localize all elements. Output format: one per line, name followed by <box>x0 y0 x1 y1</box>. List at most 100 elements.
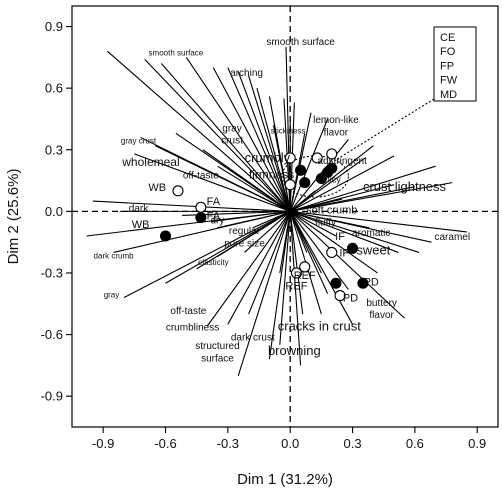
variable-label-14: juicy <box>322 175 342 185</box>
loading-vector-14 <box>273 125 291 212</box>
variable-label-9: gray crust <box>121 137 157 146</box>
point-label-1: WB <box>148 182 166 194</box>
x-tick-label: 0.3 <box>343 436 361 451</box>
y-tick-label: 0.0 <box>45 204 63 219</box>
loading-vector-64 <box>290 210 420 253</box>
point-wb-1 <box>172 185 184 197</box>
point-16 <box>311 152 323 164</box>
x-tick-label: 0.9 <box>468 436 486 451</box>
variable-label-19: dry <box>211 216 225 227</box>
point-label-6: IF <box>339 248 349 260</box>
variable-label-3: arching <box>230 68 263 79</box>
point-if-6 <box>346 242 359 254</box>
loading-vector-57 <box>289 211 354 325</box>
variable-label-5: lemon-like <box>313 115 359 126</box>
loading-vector-73 <box>289 210 378 274</box>
point-label-10: PD <box>364 276 379 288</box>
y-tick-label: 0.9 <box>45 19 63 34</box>
x-tick-label: -0.9 <box>92 436 114 451</box>
loading-vector-18 <box>289 118 329 212</box>
variable-label-8: crust <box>221 136 243 147</box>
loading-vector-42 <box>123 210 291 299</box>
legend-entry-fw: FW <box>440 75 458 87</box>
variable-label-16: crust lightness <box>363 179 447 194</box>
x-tick-label: -0.3 <box>217 436 239 451</box>
x-tick-label: -0.6 <box>154 436 176 451</box>
variable-label-15: off-taste <box>183 171 219 182</box>
variable-label-36: surface <box>201 353 234 364</box>
point-label-9: PD <box>343 293 358 305</box>
variable-label-11: crumbly <box>245 150 291 165</box>
variable-label-4: stickiness <box>271 126 306 135</box>
loading-vector-49 <box>248 211 291 315</box>
variable-label-37: browning <box>268 343 321 358</box>
loading-vector-53 <box>289 211 302 366</box>
variable-label-35: structured <box>195 341 239 352</box>
variable-label-31: off-taste <box>170 306 206 317</box>
loading-vector-71 <box>290 198 343 212</box>
loading-vector-26 <box>290 186 415 212</box>
variable-label-10: adstringent <box>317 156 367 167</box>
loading-vector-46 <box>244 210 291 253</box>
legend-entry-fo: FO <box>440 46 456 58</box>
loading-vector-32 <box>217 165 291 212</box>
variable-label-34: dark crust <box>231 333 275 344</box>
point-pd-10 <box>357 277 369 289</box>
loading-vector-54 <box>289 211 304 315</box>
y-tick-label: -0.9 <box>41 389 63 404</box>
variable-label-24: caramel <box>434 232 470 243</box>
variable-label-7: gray <box>222 123 241 134</box>
loading-vector-1 <box>106 50 291 212</box>
point-17 <box>326 148 338 160</box>
loading-vector-5 <box>212 67 291 212</box>
variable-label-12: wholemeal <box>121 155 179 169</box>
point-14 <box>295 164 307 176</box>
loading-vector-48 <box>206 211 291 327</box>
loading-vector-9 <box>256 88 291 212</box>
loading-vector-56 <box>289 211 329 294</box>
legend-connector-line <box>335 98 435 161</box>
point-if-5 <box>326 246 338 258</box>
x-tick-label: 0.0 <box>281 436 299 451</box>
loading-vector-23 <box>290 165 436 212</box>
loading-vector-67 <box>289 190 316 212</box>
y-tick-label: 0.6 <box>45 81 63 96</box>
variable-label-6: flavor <box>324 127 349 138</box>
plot-area-frame <box>71 5 499 428</box>
loading-vector-40 <box>86 210 291 237</box>
loading-vector-66 <box>289 211 308 253</box>
loading-vector-59 <box>289 210 337 237</box>
x-tick-label: 0.6 <box>406 436 424 451</box>
loading-vector-69 <box>268 180 291 212</box>
loading-vector-74 <box>289 211 349 290</box>
loading-vector-43 <box>165 210 291 284</box>
loading-vector-8 <box>248 75 291 212</box>
point-pd-9 <box>330 277 342 289</box>
point-15 <box>299 177 311 189</box>
loading-vector-45 <box>217 210 291 258</box>
loading-vector-58 <box>289 210 405 319</box>
loading-vector-62 <box>290 210 432 243</box>
x-axis-ticks: -0.9 -0.6 -0.3 0.0 0.3 0.6 0.9 <box>92 427 486 451</box>
loading-vector-3 <box>160 63 291 212</box>
point-20 <box>326 162 338 174</box>
variable-label-18: soft crumb <box>306 204 357 216</box>
loading-vector-52 <box>279 211 291 345</box>
point-fa-3 <box>195 201 207 213</box>
point-label-2: FA <box>207 196 221 208</box>
loading-vector-30 <box>134 153 291 212</box>
variable-label-1: smooth surface <box>266 37 335 48</box>
point-wb-2 <box>159 230 172 242</box>
variable-label-17: dark <box>129 203 149 214</box>
loading-vector-31 <box>190 161 291 212</box>
variable-label-23: aromatic <box>352 228 390 239</box>
loading-vector-63 <box>290 210 467 233</box>
point-ref-8 <box>299 261 311 273</box>
legend-entry-md: MD <box>440 89 457 101</box>
y-tick-label: -0.6 <box>41 327 63 342</box>
variable-label-30: flavor <box>369 310 394 321</box>
loading-vector-65 <box>289 211 322 274</box>
variable-label-20: fluffy <box>315 218 336 229</box>
